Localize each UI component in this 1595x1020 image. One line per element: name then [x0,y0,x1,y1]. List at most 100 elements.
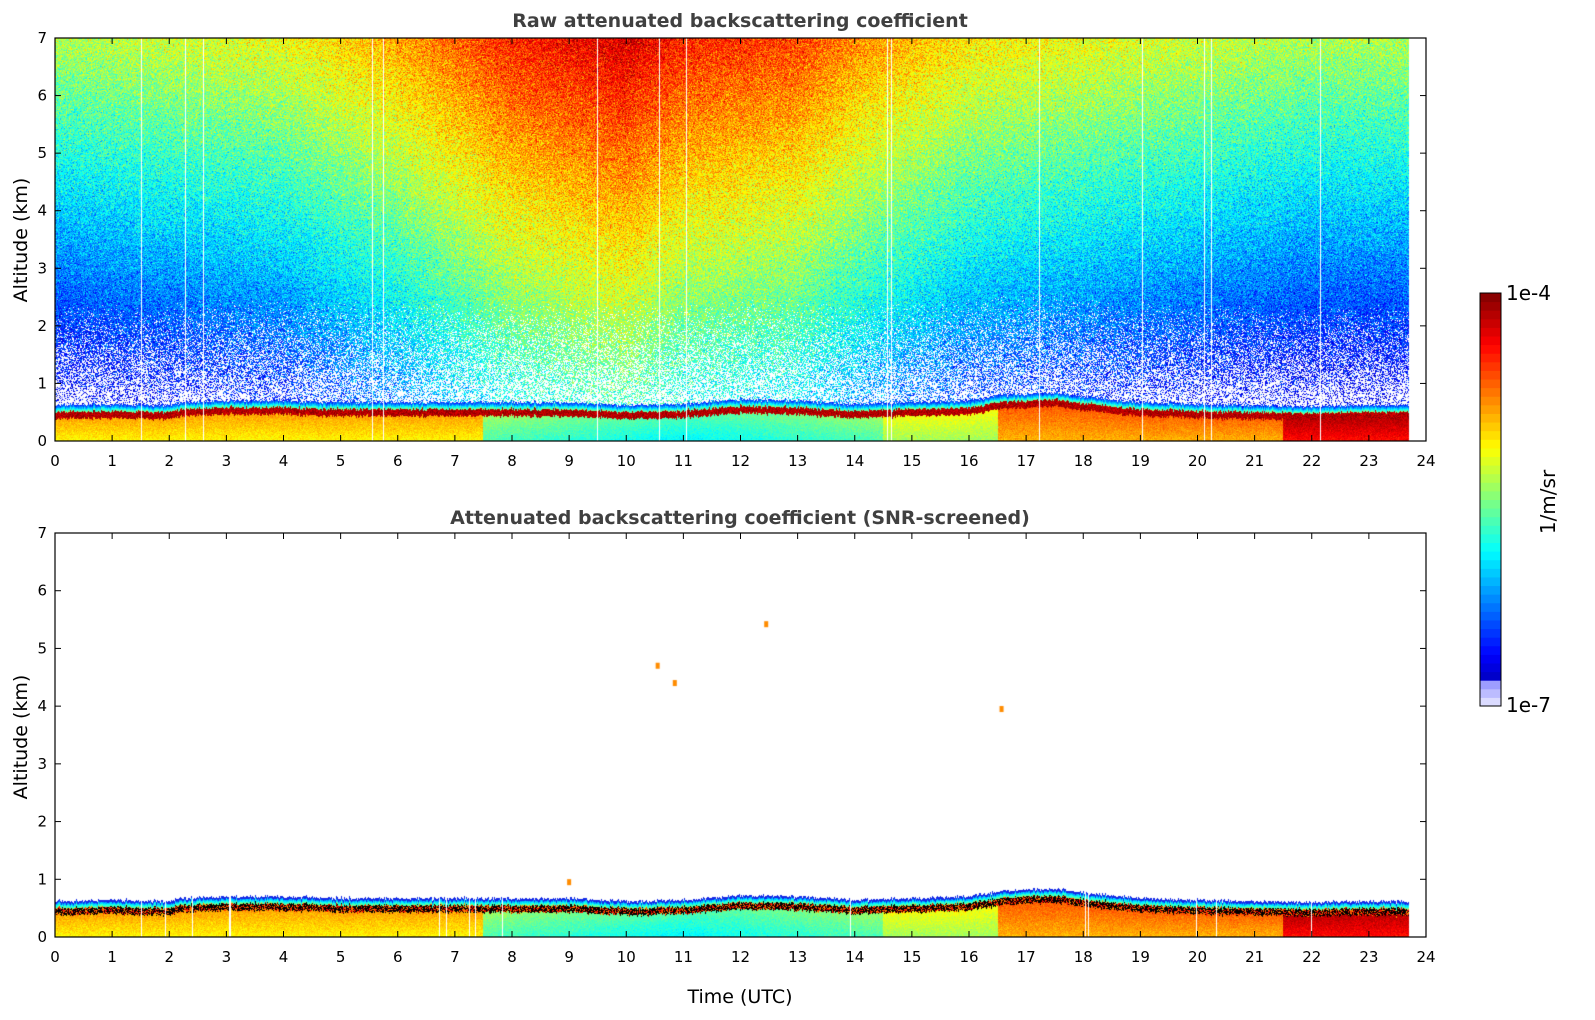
y-tick-label: 2 [37,813,47,831]
colorbar-segment [1480,465,1501,475]
colorbar-segment [1480,456,1501,466]
colorbar: 1e-4 1e-7 1/m/sr [1479,281,1560,717]
colorbar-segment [1480,654,1501,664]
colorbar-segment [1480,525,1501,535]
colorbar-min-label: 1e-7 [1506,693,1551,717]
x-tick-label: 8 [507,948,517,966]
x-tick-label: 14 [845,948,864,966]
y-tick-label: 4 [37,697,47,715]
colorbar-segment [1480,387,1501,397]
x-tick-label: 4 [279,452,289,470]
colorbar-segment [1480,594,1501,604]
y-tick-label: 7 [37,29,47,47]
x-tick-label: 7 [450,452,460,470]
colorbar-segment [1480,327,1501,337]
colorbar-segment [1480,671,1501,681]
colorbar-segment [1480,336,1501,346]
x-tick-label: 24 [1416,948,1435,966]
x-tick-label: 19 [1131,948,1150,966]
x-tick-label: 5 [336,452,346,470]
colorbar-segment [1480,551,1501,561]
x-tick-label: 1 [107,948,117,966]
x-tick-label: 21 [1245,948,1264,966]
colorbar-segment [1480,473,1501,483]
y-tick-label: 3 [37,259,47,277]
x-tick-label: 23 [1359,948,1378,966]
colorbar-segment [1480,353,1501,363]
x-tick-label: 23 [1359,452,1378,470]
x-tick-label: 5 [336,948,346,966]
x-tick-label: 24 [1416,452,1435,470]
x-tick-label: 2 [164,948,174,966]
colorbar-segment [1480,680,1501,690]
x-tick-label: 17 [1017,948,1036,966]
y-tick-label: 4 [37,202,47,220]
x-tick-label: 8 [507,452,517,470]
colorbar-segment [1480,318,1501,328]
x-tick-label: 9 [564,948,574,966]
x-tick-label: 13 [788,452,807,470]
colorbar-segment [1480,439,1501,449]
y-tick-label: 6 [37,582,47,600]
x-tick-label: 21 [1245,452,1264,470]
colorbar-segment [1480,568,1501,578]
colorbar-segment [1480,637,1501,647]
screened-backscatter-panel: Attenuated backscattering coefficient (S… [10,507,1436,1008]
x-tick-label: 18 [1074,452,1093,470]
y-tick-label: 6 [37,87,47,105]
colorbar-segment [1480,301,1501,311]
colorbar-segment [1480,619,1501,630]
colorbar-segment [1480,413,1501,423]
x-tick-label: 20 [1188,452,1207,470]
x-tick-label: 11 [674,948,693,966]
colorbar-segment [1480,662,1501,673]
raw-backscatter-panel: Raw attenuated backscattering coefficien… [10,10,1436,470]
x-tick-label: 10 [617,452,636,470]
colorbar-segment [1480,490,1501,500]
x-tick-label: 3 [222,948,232,966]
screened-backscatter-heatmap [55,533,1426,937]
colorbar-frame [1479,292,1502,707]
colorbar-segment [1480,422,1501,432]
colorbar-segment [1480,310,1501,320]
x-tick-label: 6 [393,948,403,966]
y-tick-label: 2 [37,317,47,335]
x-tick-label: 17 [1017,452,1036,470]
x-tick-label: 19 [1131,452,1150,470]
x-tick-label: 12 [731,452,750,470]
colorbar-max-label: 1e-4 [1506,281,1551,305]
colorbar-segment [1480,688,1501,698]
raw-panel-title: Raw attenuated backscattering coefficien… [512,10,968,32]
y-tick-label: 1 [37,374,47,392]
colorbar-segment [1480,370,1501,380]
colorbar-segment [1480,396,1501,406]
raw-backscatter-heatmap [55,38,1426,441]
colorbar-segment [1480,499,1501,509]
colorbar-segment [1480,482,1501,492]
x-tick-label: 15 [902,948,921,966]
x-tick-label: 0 [50,452,60,470]
y-tick-label: 1 [37,870,47,888]
colorbar-segment [1480,379,1501,389]
x-tick-label: 20 [1188,948,1207,966]
x-tick-label: 22 [1302,948,1321,966]
x-tick-label: 1 [107,452,117,470]
colorbar-segment [1480,344,1501,354]
x-tick-label: 7 [450,948,460,966]
x-tick-label: 18 [1074,948,1093,966]
x-tick-label: 13 [788,948,807,966]
x-tick-label: 6 [393,452,403,470]
colorbar-segment [1480,508,1501,518]
x-tick-label: 11 [674,452,693,470]
colorbar-segment [1480,533,1501,544]
x-tick-label: 16 [959,948,978,966]
colorbar-segment [1480,576,1501,587]
colorbar-segment [1480,602,1501,612]
x-tick-label: 10 [617,948,636,966]
x-tick-label: 9 [564,452,574,470]
colorbar-segment [1480,293,1501,303]
colorbar-segment [1480,697,1501,707]
y-tick-label: 0 [37,928,47,946]
x-tick-label: 15 [902,452,921,470]
y-tick-label: 5 [37,144,47,162]
